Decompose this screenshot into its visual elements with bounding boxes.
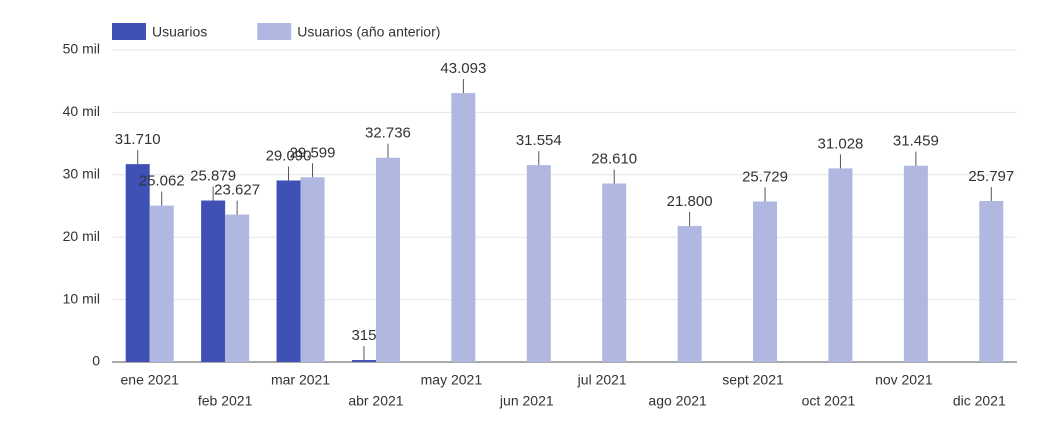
x-tick-label: dic 2021 <box>953 393 1006 409</box>
x-tick-label: sept 2021 <box>722 372 784 388</box>
y-tick-label: 30 mil <box>63 166 100 182</box>
legend-label: Usuarios (año anterior) <box>297 24 440 40</box>
x-tick-label: oct 2021 <box>802 393 856 409</box>
x-tick-label: ago 2021 <box>648 393 707 409</box>
value-label: 31.459 <box>893 133 939 150</box>
y-tick-label: 20 mil <box>63 228 100 244</box>
bar <box>201 200 226 362</box>
value-label: 315 <box>351 327 376 344</box>
value-label: 23.627 <box>214 182 260 199</box>
value-label: 43.093 <box>440 60 486 77</box>
value-label: 21.800 <box>667 193 713 210</box>
bar <box>526 165 551 362</box>
value-label: 31.554 <box>516 132 562 149</box>
bar <box>375 157 400 362</box>
value-label: 31.028 <box>818 135 864 152</box>
x-tick-label: ene 2021 <box>121 372 180 388</box>
value-label: 28.610 <box>591 150 637 167</box>
bar <box>125 164 150 362</box>
value-label: 32.736 <box>365 125 411 142</box>
x-tick-label: abr 2021 <box>348 393 403 409</box>
x-tick-label: may 2021 <box>421 372 483 388</box>
value-label: 25.729 <box>742 168 788 185</box>
y-tick-label: 0 <box>92 353 100 369</box>
legend-label: Usuarios <box>152 24 207 40</box>
y-tick-label: 40 mil <box>63 103 100 119</box>
value-label: 25.797 <box>968 168 1014 185</box>
legend-swatch <box>257 23 292 40</box>
legend-swatch <box>112 23 146 40</box>
value-label: 25.879 <box>190 167 236 184</box>
x-tick-label: mar 2021 <box>271 372 330 388</box>
x-tick-label: feb 2021 <box>198 393 253 409</box>
bar <box>351 360 376 362</box>
bar <box>677 225 702 362</box>
y-tick-label: 10 mil <box>63 290 100 306</box>
value-label: 25.062 <box>139 173 185 190</box>
bar <box>979 201 1004 362</box>
bar <box>276 180 301 362</box>
value-label: 31.710 <box>115 131 161 148</box>
x-tick-label: jul 2021 <box>577 372 627 388</box>
bar <box>753 201 778 362</box>
value-label: 29.599 <box>290 144 336 161</box>
y-tick-label: 50 mil <box>63 41 100 57</box>
value-label: 29.090 <box>266 147 312 164</box>
bar <box>149 205 174 362</box>
x-tick-label: jun 2021 <box>499 393 554 409</box>
bar <box>300 177 325 362</box>
bar <box>828 168 853 362</box>
bar <box>903 165 928 362</box>
bar <box>225 214 250 362</box>
bar <box>451 93 476 363</box>
bar <box>602 183 627 362</box>
x-tick-label: nov 2021 <box>875 372 933 388</box>
